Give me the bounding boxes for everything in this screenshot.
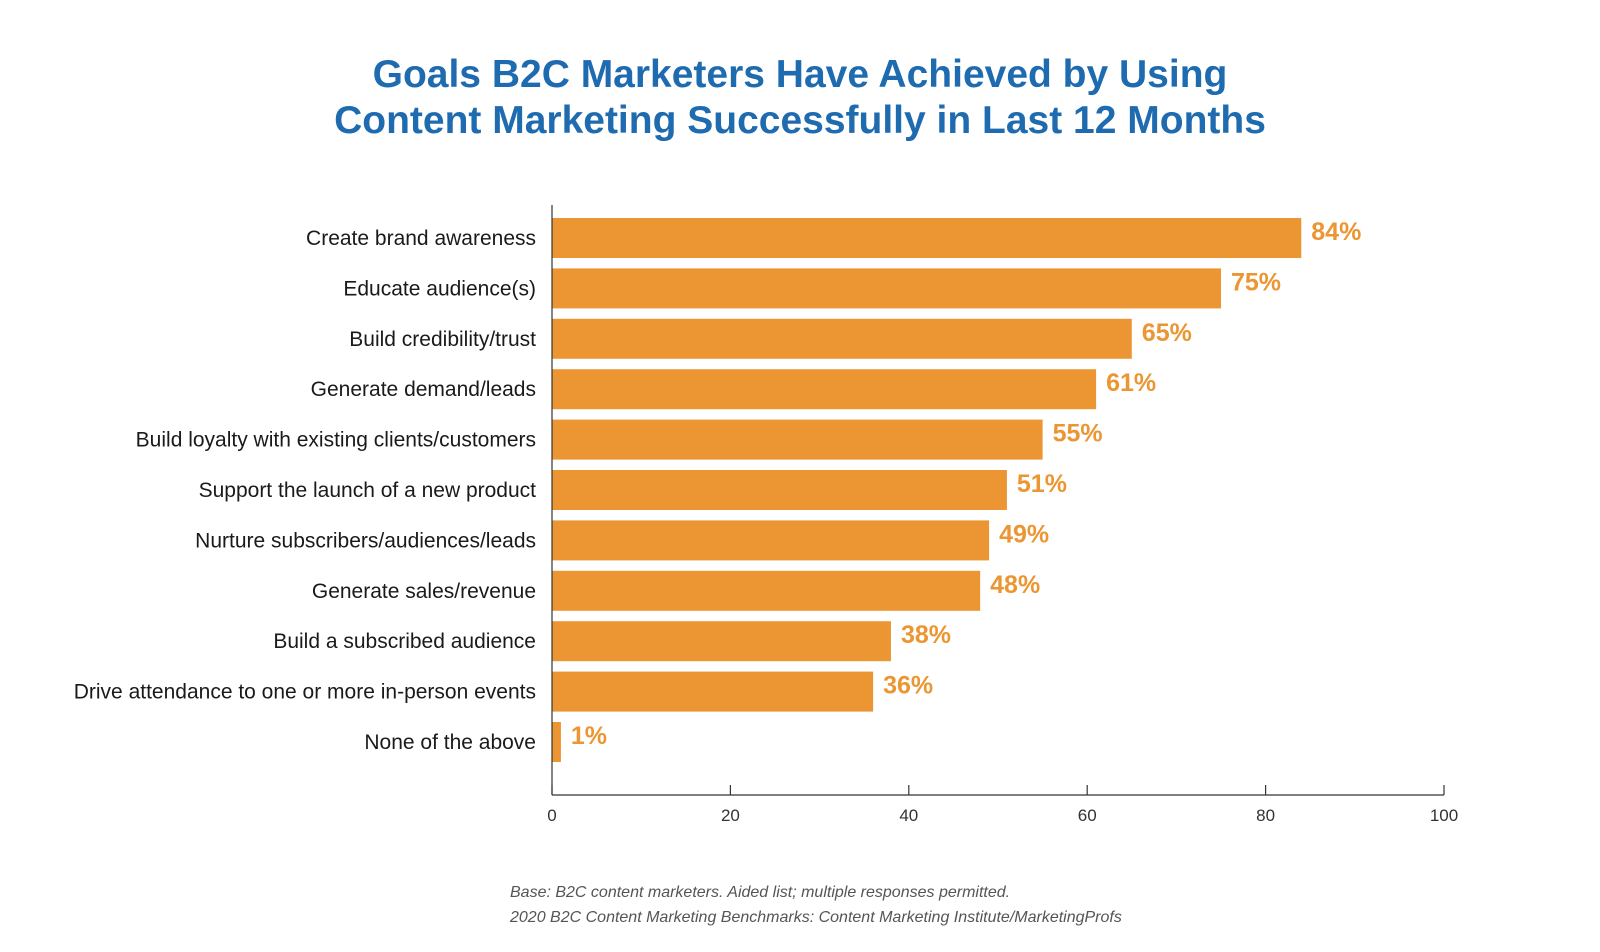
value-label: 48%: [990, 571, 1040, 599]
value-label: 49%: [999, 520, 1049, 548]
x-tick-label: 20: [721, 806, 740, 825]
category-label: Drive attendance to one or more in-perso…: [74, 681, 536, 704]
x-tick-label: 80: [1256, 806, 1275, 825]
footnote-source: 2020 B2C Content Marketing Benchmarks: C…: [510, 909, 1122, 926]
x-tick-label: 40: [899, 806, 918, 825]
bar: [552, 419, 1043, 460]
value-label: 38%: [901, 621, 951, 649]
bar: [552, 621, 891, 662]
footnote-base: Base: B2C content marketers. Aided list;…: [510, 884, 1011, 901]
x-tick-label: 0: [547, 806, 556, 825]
value-label: 55%: [1053, 420, 1103, 448]
bar: [552, 318, 1132, 359]
value-label: 65%: [1142, 319, 1192, 347]
category-label: Build credibility/trust: [349, 328, 536, 351]
chart-title-line-1: Goals B2C Marketers Have Achieved by Usi…: [372, 53, 1228, 96]
bar: [552, 470, 1007, 510]
bars-layer: Create brand awareness 84% Educate audienc…: [74, 218, 1361, 762]
bar: [552, 722, 561, 762]
bar: [552, 369, 1097, 410]
category-label: Educate audience(s): [343, 277, 536, 300]
category-label: Build a subscribed audience: [273, 630, 536, 653]
bar: [552, 520, 990, 561]
x-tick-label: 100: [1430, 806, 1458, 825]
x-tick-label: 60: [1078, 806, 1097, 825]
chart-title: Goals B2C Marketers Have Achieved by Usi…: [0, 52, 1600, 144]
bar: [552, 570, 981, 611]
category-label: None of the above: [364, 731, 536, 754]
axes-layer: 0 20 40 60 80 100: [547, 205, 1458, 825]
value-label: 61%: [1106, 369, 1156, 397]
value-label: 36%: [883, 672, 933, 700]
bar: [552, 268, 1221, 309]
value-label: 51%: [1017, 470, 1067, 498]
category-label: Support the launch of a new product: [199, 479, 537, 502]
bar: [552, 218, 1302, 258]
chart-title-line-2: Content Marketing Successfully in Last 1…: [334, 99, 1266, 142]
value-label: 75%: [1231, 268, 1281, 296]
category-label: Generate sales/revenue: [312, 580, 536, 603]
category-label: Nurture subscribers/audiences/leads: [195, 529, 536, 552]
bar: [552, 671, 874, 712]
value-label: 84%: [1311, 218, 1361, 246]
value-label: 1%: [571, 722, 607, 750]
category-label: Generate demand/leads: [311, 378, 536, 401]
category-label: Build loyalty with existing clients/cust…: [136, 429, 536, 452]
category-label: Create brand awareness: [306, 227, 536, 250]
footnote: Base: B2C content marketers. Aided list;…: [510, 880, 1122, 930]
